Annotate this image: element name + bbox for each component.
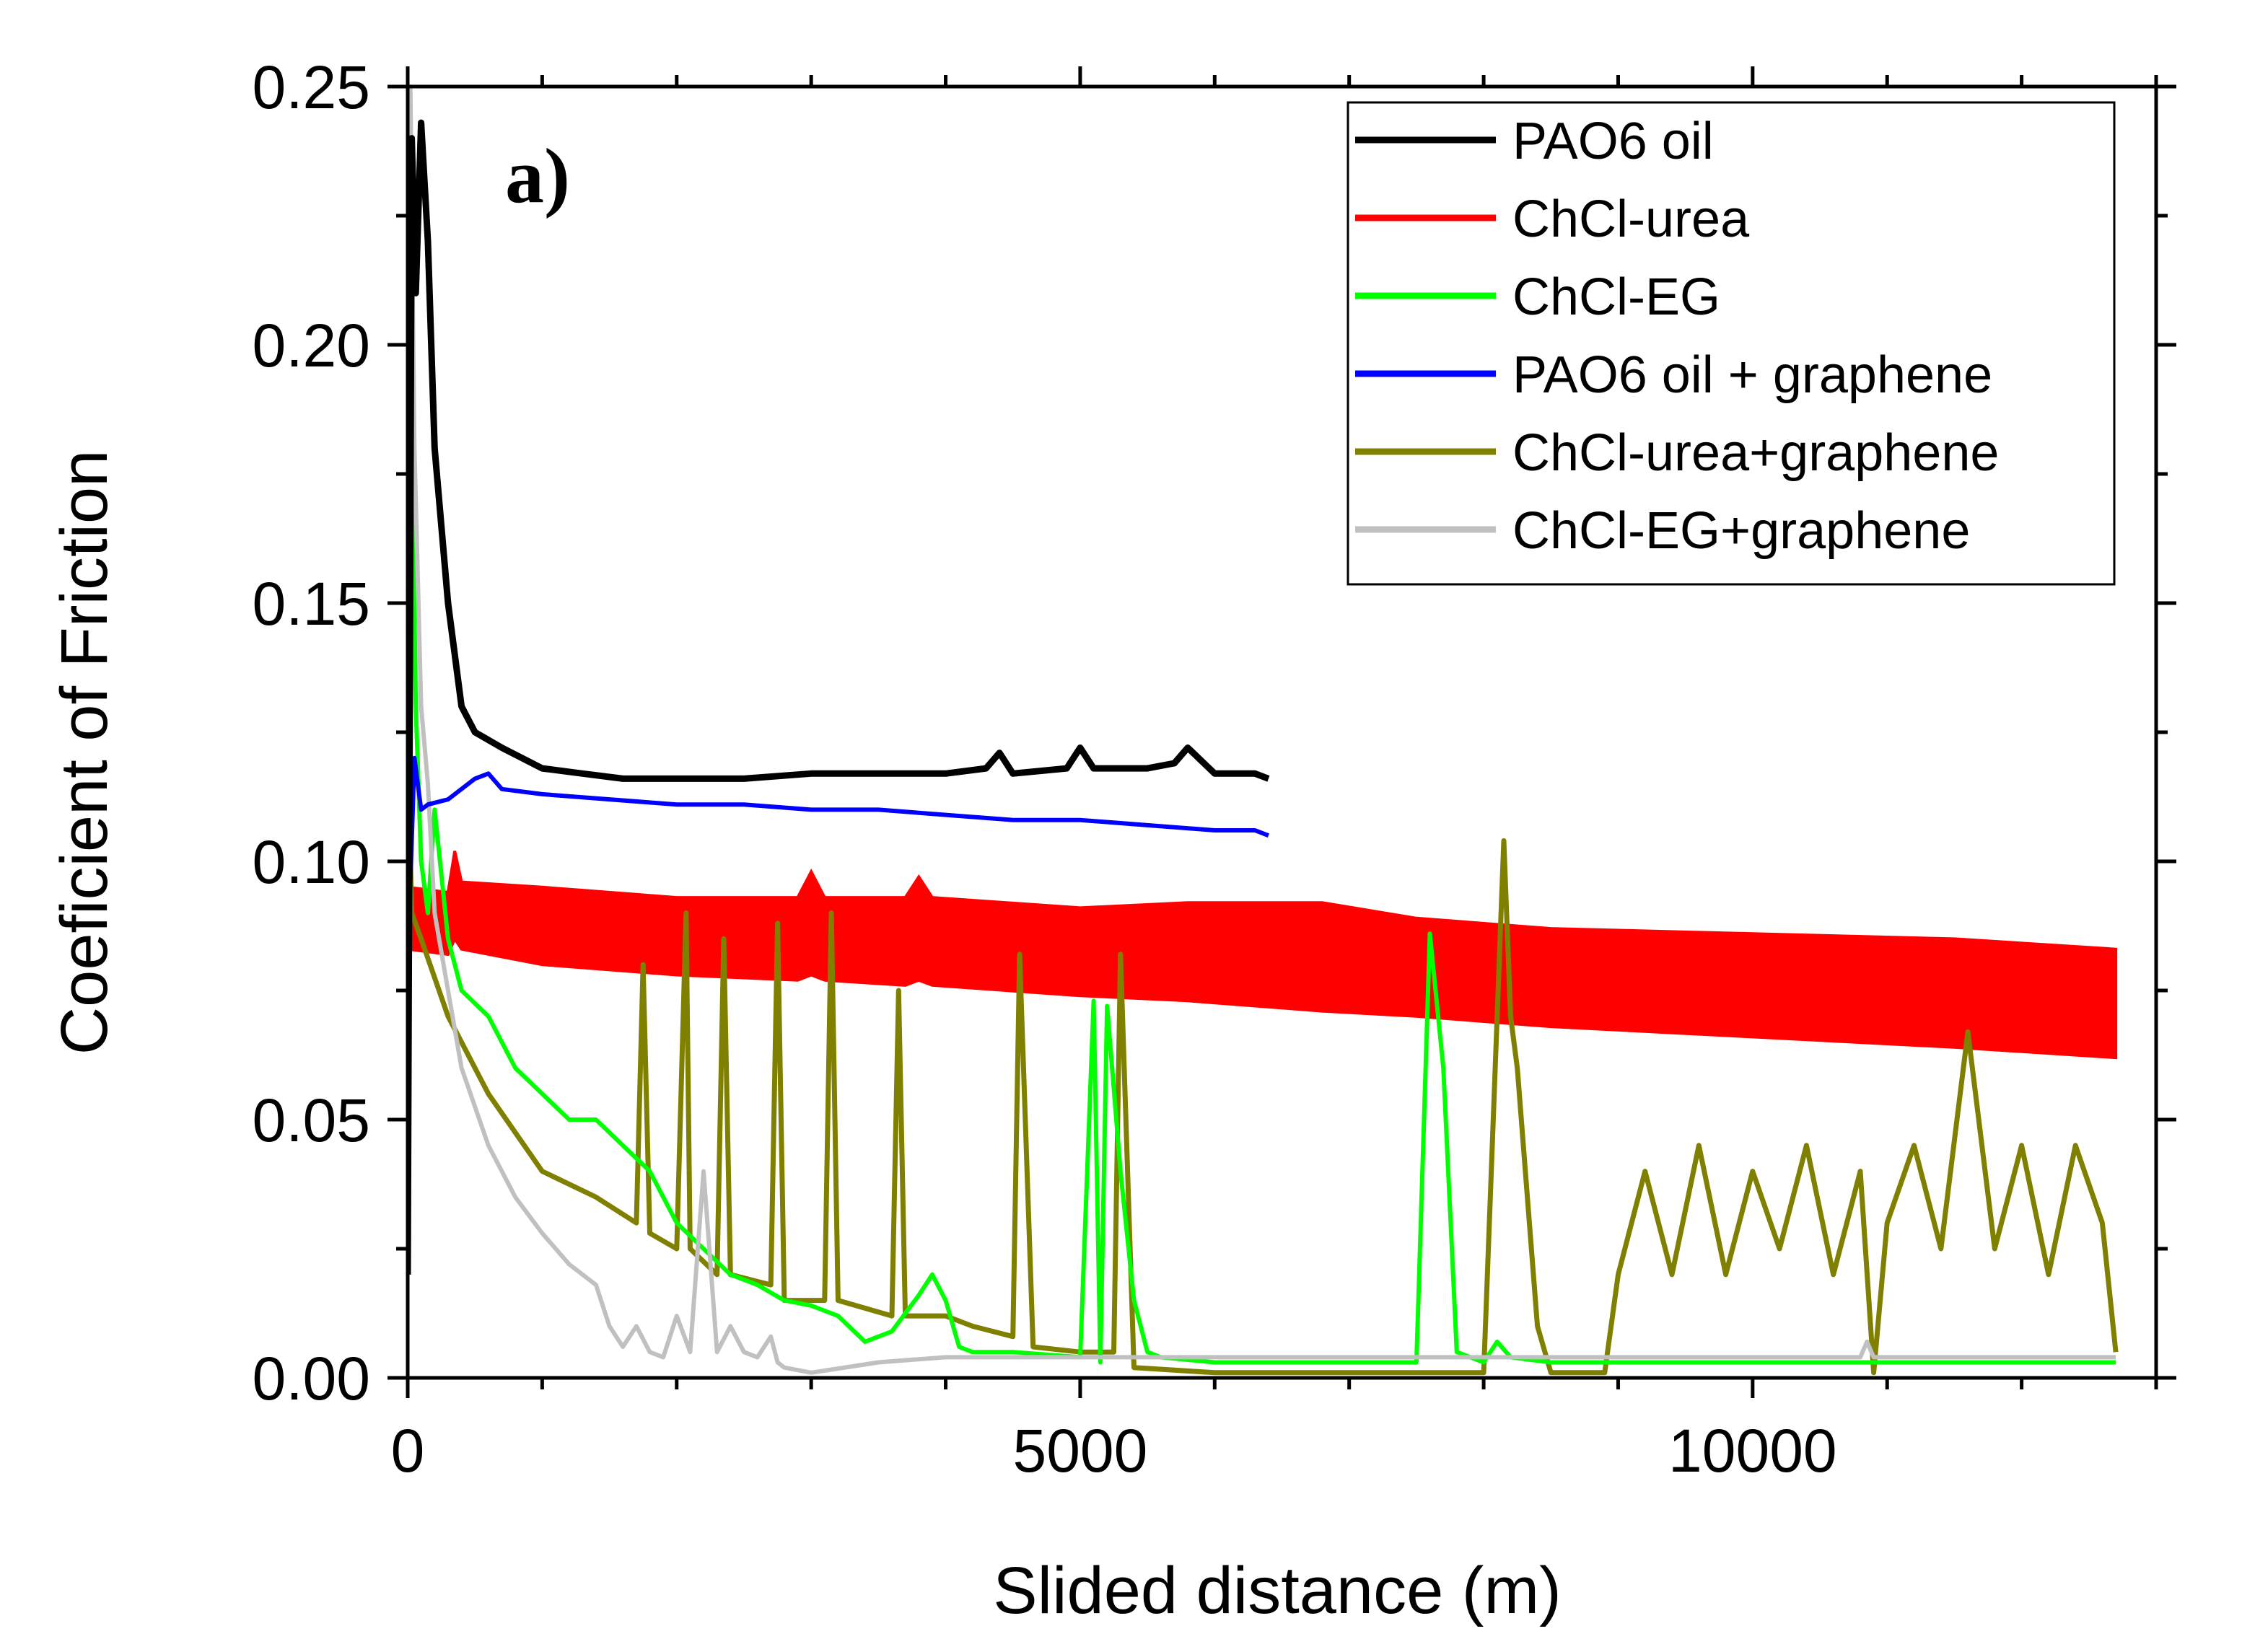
legend-box: [1346, 101, 2116, 586]
series-layer: [408, 84, 2119, 1376]
y-tick-label: 0.15: [253, 570, 371, 638]
legend-label-chcl-urea-graphene: ChCl-urea+graphene: [1512, 424, 1999, 482]
legend-label-chcl-eg-graphene: ChCl-EG+graphene: [1512, 502, 1970, 560]
y-tick-label: 0.05: [253, 1086, 371, 1154]
x-tick-label: 10000: [1668, 1417, 1837, 1485]
y-tick-label: 0.25: [253, 53, 371, 121]
series-chcl-urea: [408, 851, 2118, 1060]
y-tick-label: 0.20: [253, 312, 371, 379]
axes-layer: 0.00 0.05 0.10 0.15 0.20 0.25 0 5000 10000: [253, 53, 2176, 1485]
panel-label: a): [505, 133, 570, 219]
series-chcl-eg-graphene: [408, 84, 2116, 1375]
legend-label-chcl-eg: ChCl-EG: [1512, 268, 1720, 326]
series-pao6-oil-graphene: [408, 755, 1269, 965]
x-axis-title: Slided distance (m): [993, 1554, 1561, 1627]
legend-label-chcl-urea: ChCl-urea: [1512, 190, 1750, 248]
legend: PAO6 oil ChCl-urea ChCl-EG PAO6 oil + graph…: [1346, 101, 2116, 586]
series-pao6-oil: [408, 119, 1270, 1275]
series-chcl-eg: [408, 317, 2116, 1365]
x-tick-label: 5000: [1012, 1417, 1147, 1485]
y-axis-title: Coeficient of Friction: [48, 450, 121, 1055]
y-tick-label: 0.00: [253, 1345, 371, 1412]
y-tick-label: 0.10: [253, 828, 371, 896]
legend-label-pao6-oil-graphene: PAO6 oil + graphene: [1512, 346, 1992, 404]
legend-label-pao6-oil: PAO6 oil: [1512, 113, 1714, 170]
x-tick-label: 0: [391, 1417, 425, 1485]
plot-area: [408, 84, 2119, 1376]
